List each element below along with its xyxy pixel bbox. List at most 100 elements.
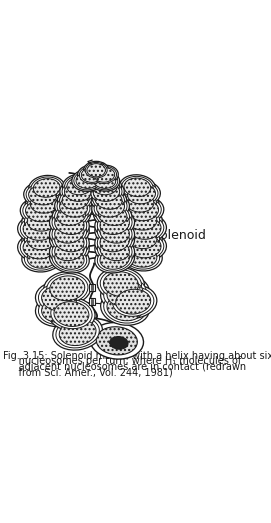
Ellipse shape <box>100 269 141 299</box>
Ellipse shape <box>50 276 85 301</box>
Ellipse shape <box>25 190 64 217</box>
Ellipse shape <box>127 234 164 260</box>
Ellipse shape <box>41 298 76 322</box>
Ellipse shape <box>53 315 102 350</box>
Ellipse shape <box>50 236 89 264</box>
Ellipse shape <box>96 327 137 355</box>
Ellipse shape <box>50 210 89 238</box>
Ellipse shape <box>31 177 63 199</box>
Text: nucleosomes per turn, where H₁ molecules of: nucleosomes per turn, where H₁ molecules… <box>4 356 242 366</box>
Ellipse shape <box>95 236 135 264</box>
Ellipse shape <box>97 198 124 217</box>
Ellipse shape <box>18 215 59 244</box>
Ellipse shape <box>29 175 65 200</box>
Ellipse shape <box>84 161 109 179</box>
Ellipse shape <box>18 234 59 263</box>
Ellipse shape <box>48 297 95 331</box>
Ellipse shape <box>30 194 59 213</box>
Ellipse shape <box>100 248 130 269</box>
Ellipse shape <box>121 242 162 271</box>
Ellipse shape <box>20 198 61 225</box>
Ellipse shape <box>100 240 130 260</box>
Ellipse shape <box>87 164 105 177</box>
Ellipse shape <box>23 219 54 241</box>
Ellipse shape <box>24 208 61 233</box>
Ellipse shape <box>78 165 107 185</box>
Ellipse shape <box>44 271 91 305</box>
Ellipse shape <box>100 213 130 234</box>
Ellipse shape <box>65 175 95 196</box>
Ellipse shape <box>125 233 166 262</box>
Ellipse shape <box>60 180 95 204</box>
Ellipse shape <box>97 246 132 271</box>
Ellipse shape <box>91 181 122 203</box>
Ellipse shape <box>95 245 135 273</box>
Ellipse shape <box>50 245 89 273</box>
Ellipse shape <box>50 219 89 247</box>
Ellipse shape <box>110 285 157 319</box>
Text: adjacent nucleosomes are in contact (redrawn: adjacent nucleosomes are in contact (red… <box>4 362 247 372</box>
Text: H₁: H₁ <box>98 281 131 294</box>
Ellipse shape <box>55 213 84 234</box>
Ellipse shape <box>62 181 93 203</box>
Ellipse shape <box>60 188 92 211</box>
Ellipse shape <box>59 320 96 346</box>
Ellipse shape <box>62 190 89 209</box>
Ellipse shape <box>93 173 116 188</box>
Ellipse shape <box>97 212 132 236</box>
Ellipse shape <box>85 163 107 178</box>
Ellipse shape <box>24 182 62 208</box>
Ellipse shape <box>98 206 127 225</box>
Ellipse shape <box>57 196 90 219</box>
Ellipse shape <box>94 168 115 182</box>
Ellipse shape <box>101 276 149 311</box>
Ellipse shape <box>126 198 161 223</box>
Ellipse shape <box>97 267 144 301</box>
Ellipse shape <box>89 170 120 191</box>
Ellipse shape <box>91 171 118 190</box>
Ellipse shape <box>74 170 102 190</box>
Ellipse shape <box>100 222 130 243</box>
Ellipse shape <box>54 302 89 326</box>
Ellipse shape <box>107 280 143 306</box>
Ellipse shape <box>79 166 105 184</box>
Ellipse shape <box>64 183 91 201</box>
Ellipse shape <box>55 194 92 221</box>
Ellipse shape <box>36 282 83 315</box>
Ellipse shape <box>109 336 128 349</box>
Ellipse shape <box>50 227 89 255</box>
Ellipse shape <box>81 167 103 183</box>
Ellipse shape <box>47 274 88 303</box>
Ellipse shape <box>55 222 84 243</box>
Ellipse shape <box>92 177 117 195</box>
Ellipse shape <box>89 175 120 196</box>
Ellipse shape <box>121 223 162 253</box>
Ellipse shape <box>24 245 61 270</box>
Ellipse shape <box>56 317 99 348</box>
Ellipse shape <box>130 218 161 240</box>
Ellipse shape <box>20 217 57 242</box>
Ellipse shape <box>90 187 127 213</box>
Ellipse shape <box>97 238 132 263</box>
Ellipse shape <box>72 169 104 191</box>
Ellipse shape <box>33 179 60 197</box>
Ellipse shape <box>92 194 129 221</box>
FancyBboxPatch shape <box>89 298 95 305</box>
Ellipse shape <box>57 187 94 213</box>
Ellipse shape <box>101 290 149 325</box>
Ellipse shape <box>22 224 63 254</box>
Ellipse shape <box>94 196 127 219</box>
Ellipse shape <box>93 183 120 201</box>
Text: Solenoid: Solenoid <box>145 229 206 242</box>
Ellipse shape <box>113 287 154 316</box>
Ellipse shape <box>124 178 151 197</box>
Ellipse shape <box>52 229 87 254</box>
Ellipse shape <box>95 227 135 255</box>
Ellipse shape <box>95 219 135 247</box>
Ellipse shape <box>123 207 160 232</box>
Ellipse shape <box>104 272 138 297</box>
Ellipse shape <box>27 228 58 249</box>
Ellipse shape <box>25 201 56 222</box>
Ellipse shape <box>87 174 122 198</box>
Ellipse shape <box>20 235 57 261</box>
